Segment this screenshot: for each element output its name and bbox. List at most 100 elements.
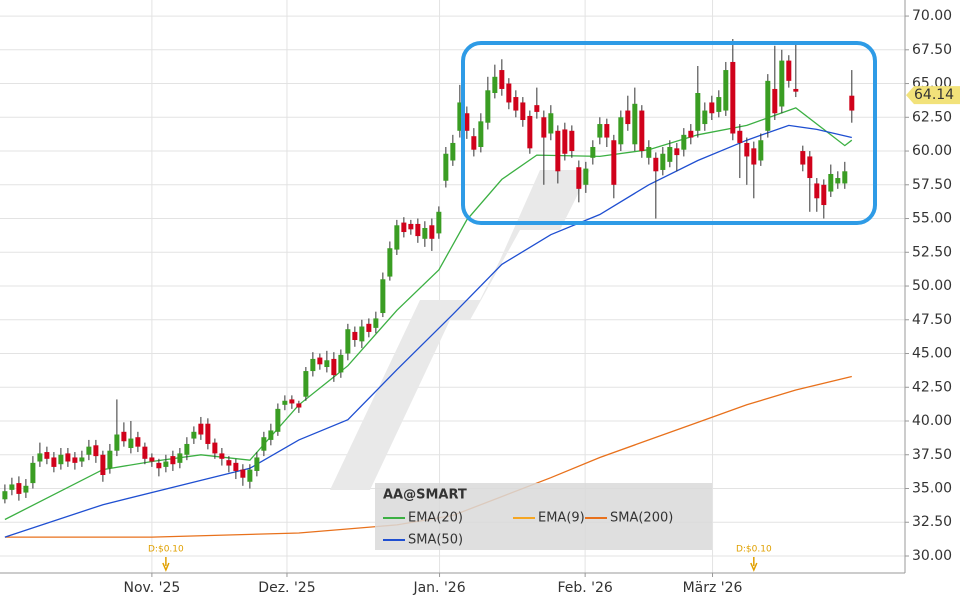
candle-body — [219, 453, 225, 459]
candle-body — [233, 462, 239, 471]
candle-body — [408, 223, 414, 230]
candle-body — [72, 457, 78, 463]
y-tick-label: 35.00 — [912, 481, 952, 497]
candle-body — [492, 76, 498, 94]
event-label: D:$0.10 — [148, 545, 184, 555]
candle-body — [765, 80, 771, 131]
candle-body — [464, 113, 470, 131]
candle-body — [681, 134, 687, 150]
candle-body — [121, 431, 127, 442]
candle-body — [604, 124, 610, 138]
y-tick-label: 62.50 — [912, 109, 952, 125]
candle-body — [289, 399, 295, 404]
candle-body — [576, 167, 582, 189]
candle-body — [16, 483, 22, 494]
candle-body — [331, 358, 337, 376]
candle-body — [436, 211, 442, 234]
y-tick-label: 52.50 — [912, 244, 952, 260]
candle-body — [44, 452, 50, 459]
candle-body — [338, 354, 344, 373]
y-tick-label: 70.00 — [912, 8, 952, 24]
candle-body — [758, 140, 764, 161]
candle-body — [828, 173, 834, 192]
candle-body — [723, 70, 729, 111]
grid — [0, 0, 905, 573]
candle-body — [324, 360, 330, 368]
y-tick-label: 40.00 — [912, 413, 952, 429]
candle-body — [639, 110, 645, 152]
candle-body — [814, 183, 820, 199]
candle-body — [534, 105, 540, 112]
y-tick-label: 47.50 — [912, 312, 952, 328]
candle-body — [842, 171, 848, 184]
candle-body — [205, 423, 211, 444]
legend-box — [375, 483, 712, 550]
x-tick-label: Dez. '25 — [258, 580, 315, 596]
candle-body — [282, 400, 288, 405]
candle-body — [226, 460, 232, 466]
candle-body — [100, 454, 106, 476]
candle-body — [9, 484, 15, 490]
indicator-line — [4, 107, 853, 521]
candle-body — [674, 148, 680, 156]
candle-body — [702, 110, 708, 125]
candle-body — [394, 225, 400, 250]
candle-body — [86, 446, 92, 455]
candle-body — [387, 248, 393, 277]
candle-body — [254, 457, 260, 471]
candle-body — [730, 61, 736, 134]
candle-body — [352, 331, 358, 341]
x-tick-label: März '26 — [683, 580, 743, 596]
candle-body — [93, 445, 99, 457]
candles — [2, 39, 855, 504]
candle-body — [548, 113, 554, 134]
candle-body — [597, 124, 603, 138]
candle-body — [142, 446, 148, 459]
candle-body — [632, 103, 638, 145]
candle-body — [415, 223, 421, 237]
event-marker — [750, 557, 758, 572]
candle-body — [30, 462, 36, 484]
candle-body — [611, 140, 617, 185]
candle-body — [485, 90, 491, 123]
candle-body — [401, 222, 407, 233]
candle-body — [653, 157, 659, 172]
candle-body — [135, 437, 141, 447]
candle-body — [149, 457, 155, 462]
candle-body — [751, 148, 757, 165]
candle-body — [478, 121, 484, 147]
x-tick-label: Nov. '25 — [123, 580, 180, 596]
candle-body — [198, 423, 204, 435]
candle-body — [310, 358, 316, 372]
candle-body — [65, 453, 71, 462]
candle-body — [443, 153, 449, 181]
axes: 30.00 32.50 35.00 37.50 40.00 42.50 45.00 47.50… — [123, 8, 960, 596]
y-tick-label: 45.00 — [912, 346, 952, 362]
candle-body — [471, 136, 477, 150]
candle-body — [107, 450, 113, 469]
candle-body — [58, 454, 64, 465]
candle-body — [317, 357, 323, 365]
candle-body — [114, 434, 120, 451]
candle-body — [835, 178, 841, 184]
candle-body — [296, 403, 302, 408]
candle-body — [23, 485, 29, 493]
candle-body — [177, 453, 183, 463]
candle-body — [79, 457, 85, 462]
candle-body — [429, 225, 435, 239]
candle-body — [184, 443, 190, 455]
candle-body — [275, 408, 281, 432]
last-price-label: 64.14 — [914, 87, 954, 103]
candle-body — [457, 102, 463, 131]
y-tick-label: 32.50 — [912, 514, 952, 530]
candle-body — [716, 97, 722, 112]
candle-body — [583, 168, 589, 185]
legend-title: AA@SMART — [383, 488, 467, 503]
candle-body — [170, 456, 176, 465]
candle-body — [506, 83, 512, 103]
candle-body — [772, 88, 778, 114]
candle-body — [821, 184, 827, 206]
legend-label: SMA(50) — [408, 533, 463, 548]
legend-label: EMA(9) — [538, 511, 585, 526]
y-tick-label: 30.00 — [912, 548, 952, 564]
